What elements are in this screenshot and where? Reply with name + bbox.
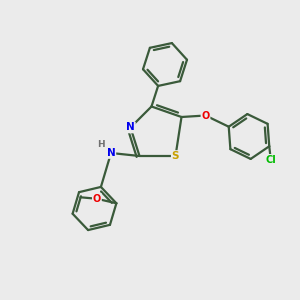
Text: S: S <box>172 151 179 161</box>
Text: N: N <box>126 122 135 133</box>
Text: N: N <box>106 148 116 158</box>
Text: H: H <box>97 140 104 148</box>
Text: O: O <box>201 110 210 121</box>
Text: Cl: Cl <box>266 155 276 165</box>
Text: O: O <box>93 194 101 204</box>
